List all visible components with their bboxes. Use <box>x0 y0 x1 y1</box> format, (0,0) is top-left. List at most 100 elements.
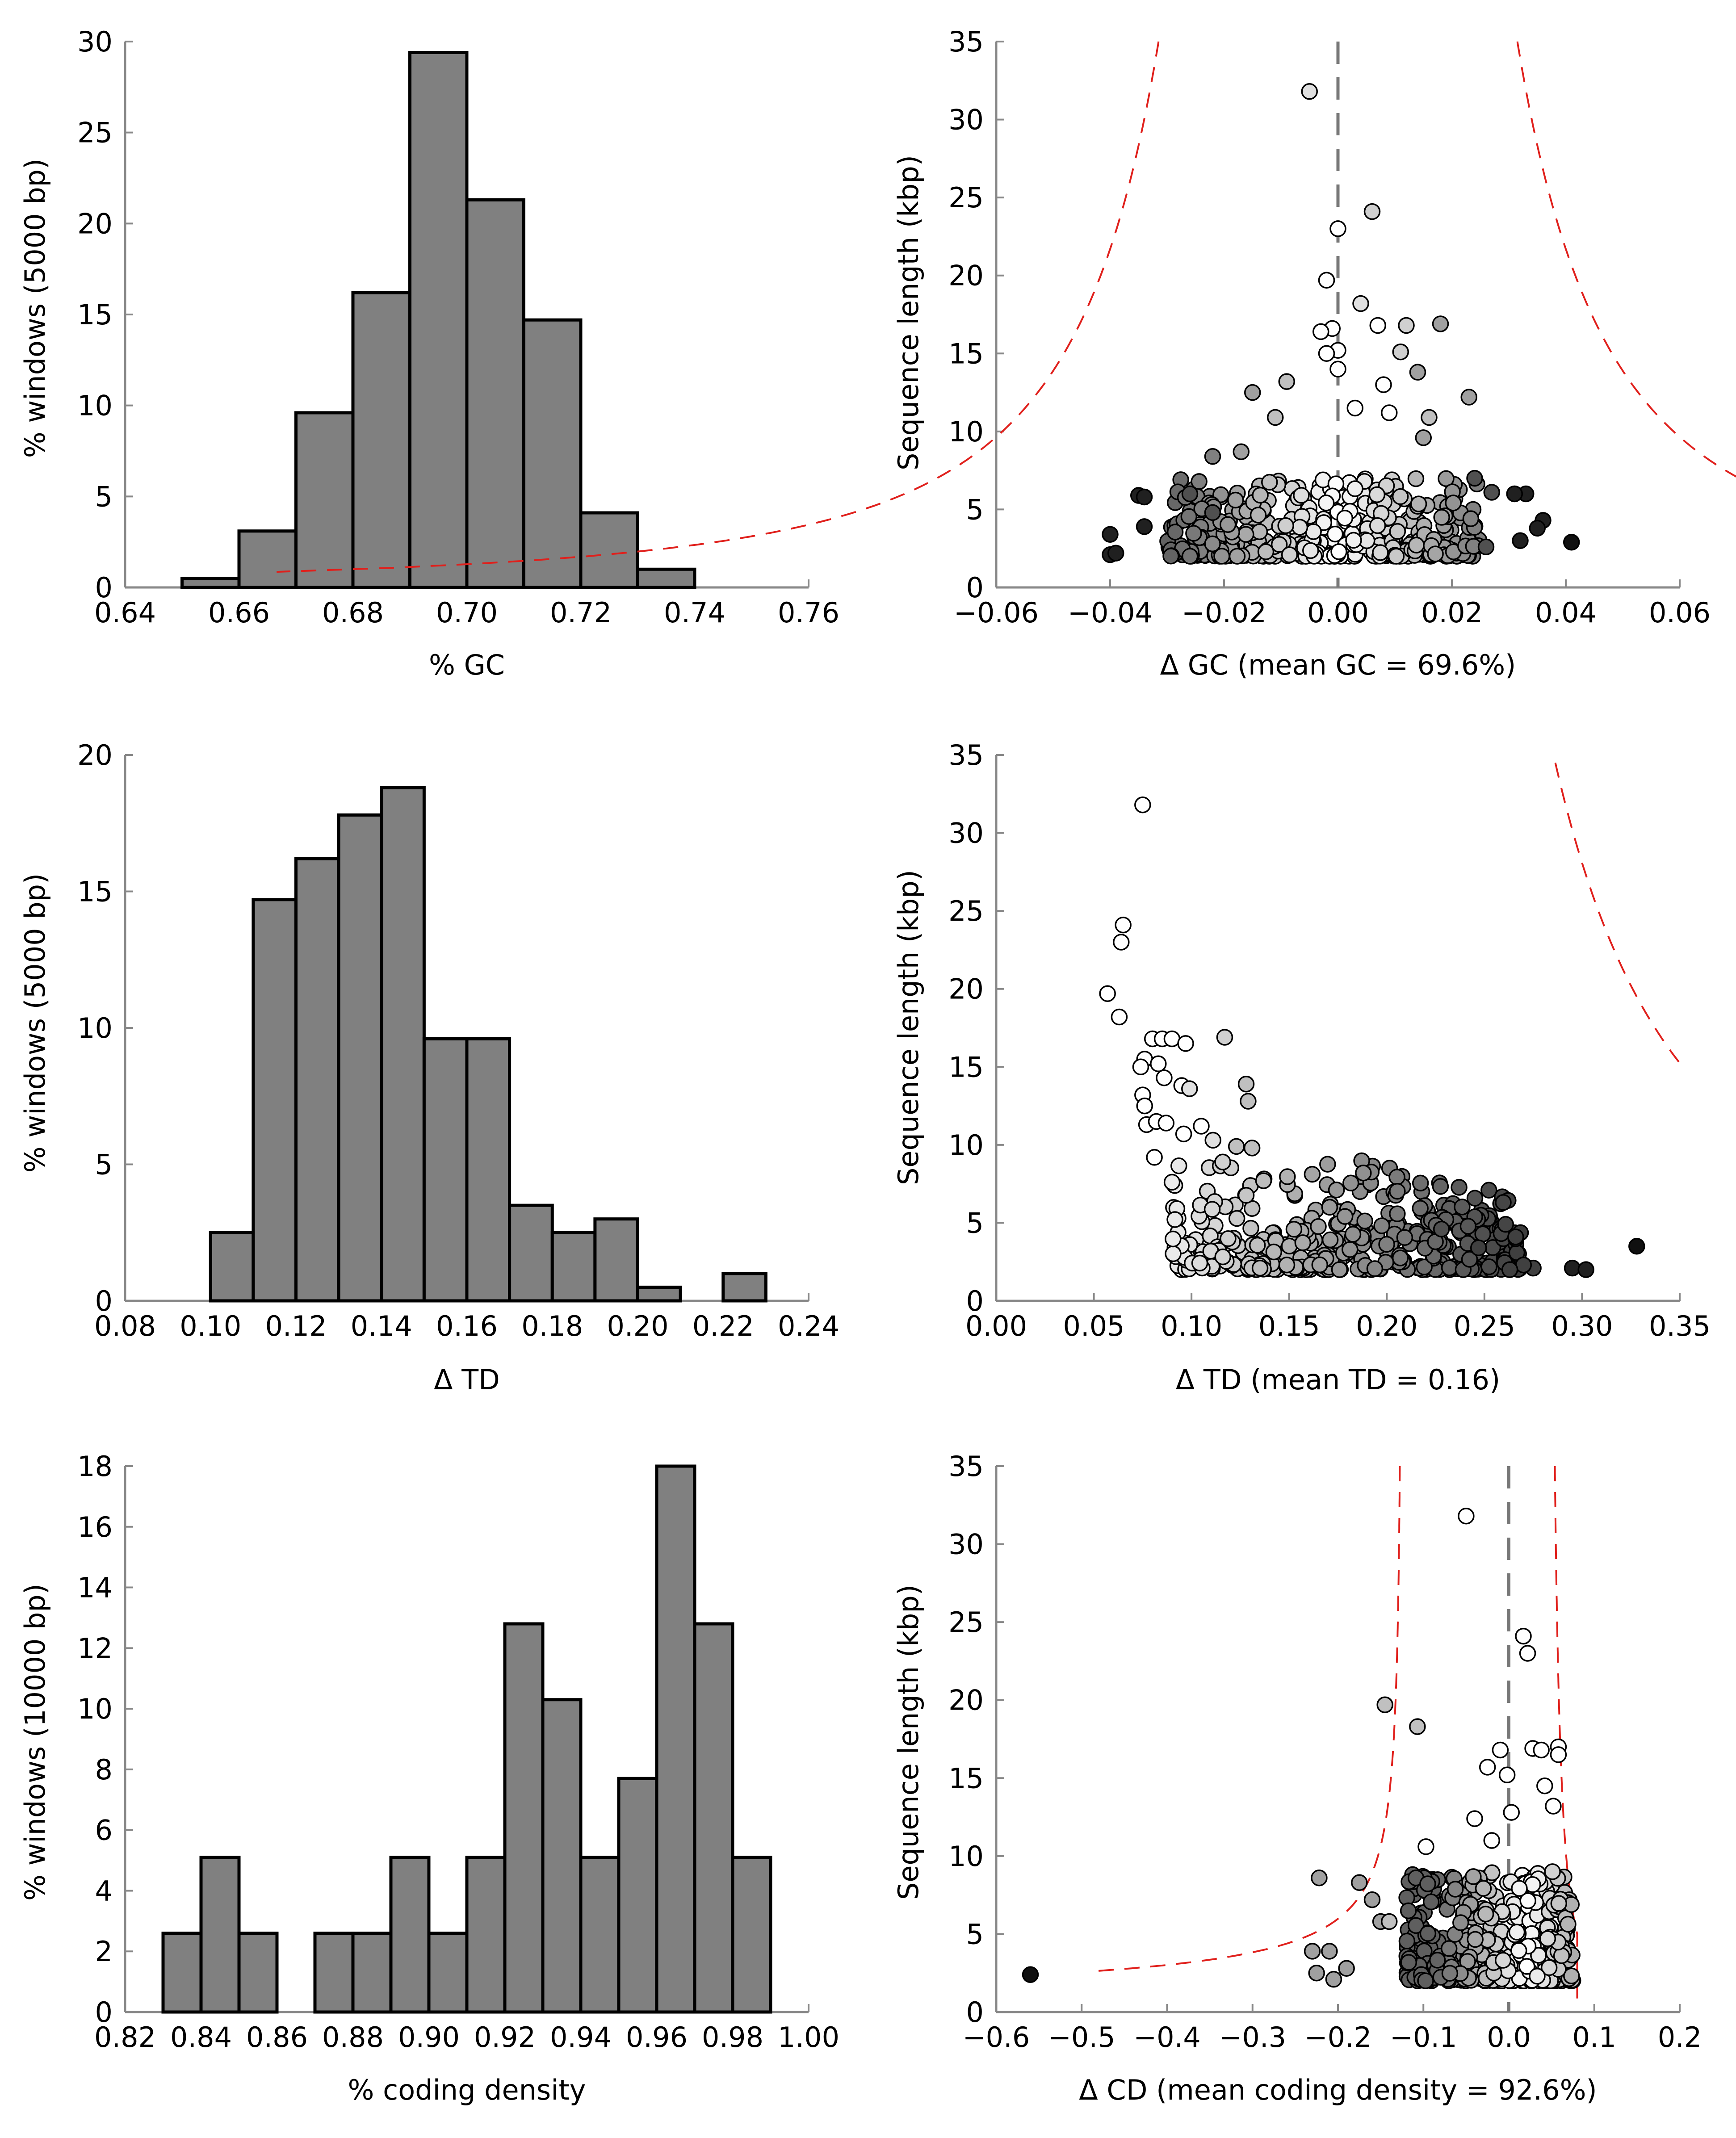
scatter-point <box>1506 485 1523 503</box>
histogram-bar <box>294 857 340 1303</box>
x-tick-label: 0.66 <box>208 596 270 629</box>
x-tick-label: 0.35 <box>1649 1310 1711 1342</box>
y-tick-label: 15 <box>948 1051 984 1083</box>
scatter-point <box>1495 1194 1512 1211</box>
x-tick-label: 0.02 <box>1421 596 1483 629</box>
x-tick-label: 0.76 <box>778 596 839 629</box>
cd-scatter-x-label: Δ CD (mean coding density = 92.6%) <box>1079 2074 1597 2106</box>
y-tick-label: 30 <box>948 817 984 850</box>
scatter-point <box>1301 83 1318 100</box>
y-tick-label: 12 <box>77 1632 113 1664</box>
td-histogram-y-label: % windows (5000 bp) <box>19 873 51 1173</box>
y-tick-label: 0 <box>966 571 984 604</box>
scatter-point <box>1445 495 1462 511</box>
scatter-point <box>1132 1058 1149 1076</box>
scatter-point <box>1315 514 1333 531</box>
scatter-point <box>1470 1239 1487 1257</box>
y-tick-label: 20 <box>77 739 113 771</box>
scatter-point <box>1392 1249 1409 1266</box>
histogram-bar <box>636 567 696 589</box>
td-scatter-panel: Δ TD (mean TD = 0.16) Sequence length (k… <box>892 739 1711 1396</box>
scatter-point <box>1519 1645 1536 1662</box>
scatter-point <box>1229 548 1246 565</box>
y-tick-label: 5 <box>966 1207 984 1239</box>
scatter-point <box>1412 1200 1429 1217</box>
histogram-bar <box>579 511 639 589</box>
scatter-point <box>1540 1959 1558 1976</box>
scatter-point <box>1381 1913 1398 1930</box>
scatter-point <box>1441 1965 1459 1982</box>
histogram-bar <box>636 1285 682 1303</box>
scatter-point <box>1308 1964 1325 1982</box>
histogram-bar <box>161 1931 203 2014</box>
td-histogram-x-label: Δ TD <box>434 1363 500 1396</box>
y-tick-label: 10 <box>948 1840 984 1873</box>
histogram-bar <box>294 411 355 589</box>
scatter-point <box>1233 443 1250 460</box>
scatter-point <box>1204 535 1221 553</box>
x-tick-label: 0.90 <box>398 2021 460 2054</box>
scatter-point <box>1363 203 1381 220</box>
scatter-point <box>1392 344 1409 361</box>
scatter-point <box>1447 1881 1464 1898</box>
scatter-point <box>1545 1798 1562 1815</box>
scatter-point <box>1312 323 1329 340</box>
y-tick-label: 0 <box>95 571 113 604</box>
histogram-bar <box>199 1856 241 2014</box>
scatter-point <box>1311 1256 1329 1274</box>
confidence-bound-right <box>1554 763 1681 1064</box>
y-tick-label: 15 <box>77 876 113 908</box>
scatter-point <box>1342 1174 1359 1191</box>
scatter-point <box>1107 545 1124 562</box>
scatter-point <box>1165 1230 1182 1248</box>
x-tick-label: 0.2 <box>1658 2021 1702 2054</box>
scatter-point <box>1369 317 1386 334</box>
scatter-point <box>1181 548 1199 565</box>
gc-scatter-panel: Δ GC (mean GC = 69.6%) Sequence length (… <box>277 25 1736 681</box>
y-tick-label: 25 <box>948 895 984 927</box>
scatter-point <box>1214 1153 1231 1171</box>
scatter-point <box>1467 1931 1484 1948</box>
scatter-point <box>1553 1947 1570 1964</box>
x-tick-label: −0.02 <box>1182 596 1266 629</box>
x-tick-label: 0.00 <box>965 1310 1027 1342</box>
scatter-point <box>1227 491 1244 509</box>
scatter-point <box>1285 1220 1303 1238</box>
scatter-point <box>1345 532 1362 549</box>
gc-histogram-y-label: % windows (5000 bp) <box>19 159 51 458</box>
y-tick-label: 8 <box>95 1753 113 1786</box>
x-tick-label: 0.30 <box>1551 1310 1613 1342</box>
scatter-point <box>1113 934 1130 951</box>
confidence-bound-left <box>1090 1466 1401 1973</box>
scatter-point <box>1318 272 1335 289</box>
scatter-point <box>1321 1199 1338 1216</box>
scatter-point <box>1214 1248 1232 1266</box>
scatter-point <box>1474 1225 1491 1242</box>
x-tick-label: 0.14 <box>351 1310 412 1342</box>
scatter-point <box>1409 364 1426 381</box>
scatter-point <box>1539 1930 1556 1947</box>
scatter-point <box>1518 1958 1535 1975</box>
scatter-point <box>1319 1156 1336 1173</box>
scatter-point <box>1329 220 1346 237</box>
x-tick-label: 0.68 <box>322 596 384 629</box>
scatter-point <box>1228 1138 1245 1155</box>
x-tick-label: 0.24 <box>778 1310 839 1342</box>
scatter-point <box>1249 1237 1266 1254</box>
scatter-point <box>1398 317 1415 334</box>
x-tick-label: −0.2 <box>1304 2021 1372 2054</box>
x-tick-label: 0.20 <box>607 1310 668 1342</box>
y-tick-label: 20 <box>77 207 113 240</box>
histogram-bar <box>237 529 298 589</box>
x-tick-label: 1.00 <box>778 2021 839 2054</box>
scatter-point <box>1498 1766 1516 1784</box>
scatter-point <box>1460 389 1477 406</box>
scatter-point <box>1507 1228 1524 1245</box>
cd-histogram-x-label: % coding density <box>348 2074 586 2106</box>
scatter-point <box>1237 1075 1255 1093</box>
x-tick-label: −0.06 <box>954 596 1039 629</box>
scatter-point <box>1459 1218 1477 1235</box>
scatter-point <box>1165 1245 1182 1262</box>
scatter-point <box>1163 1174 1181 1191</box>
scatter-point <box>1170 1157 1187 1174</box>
